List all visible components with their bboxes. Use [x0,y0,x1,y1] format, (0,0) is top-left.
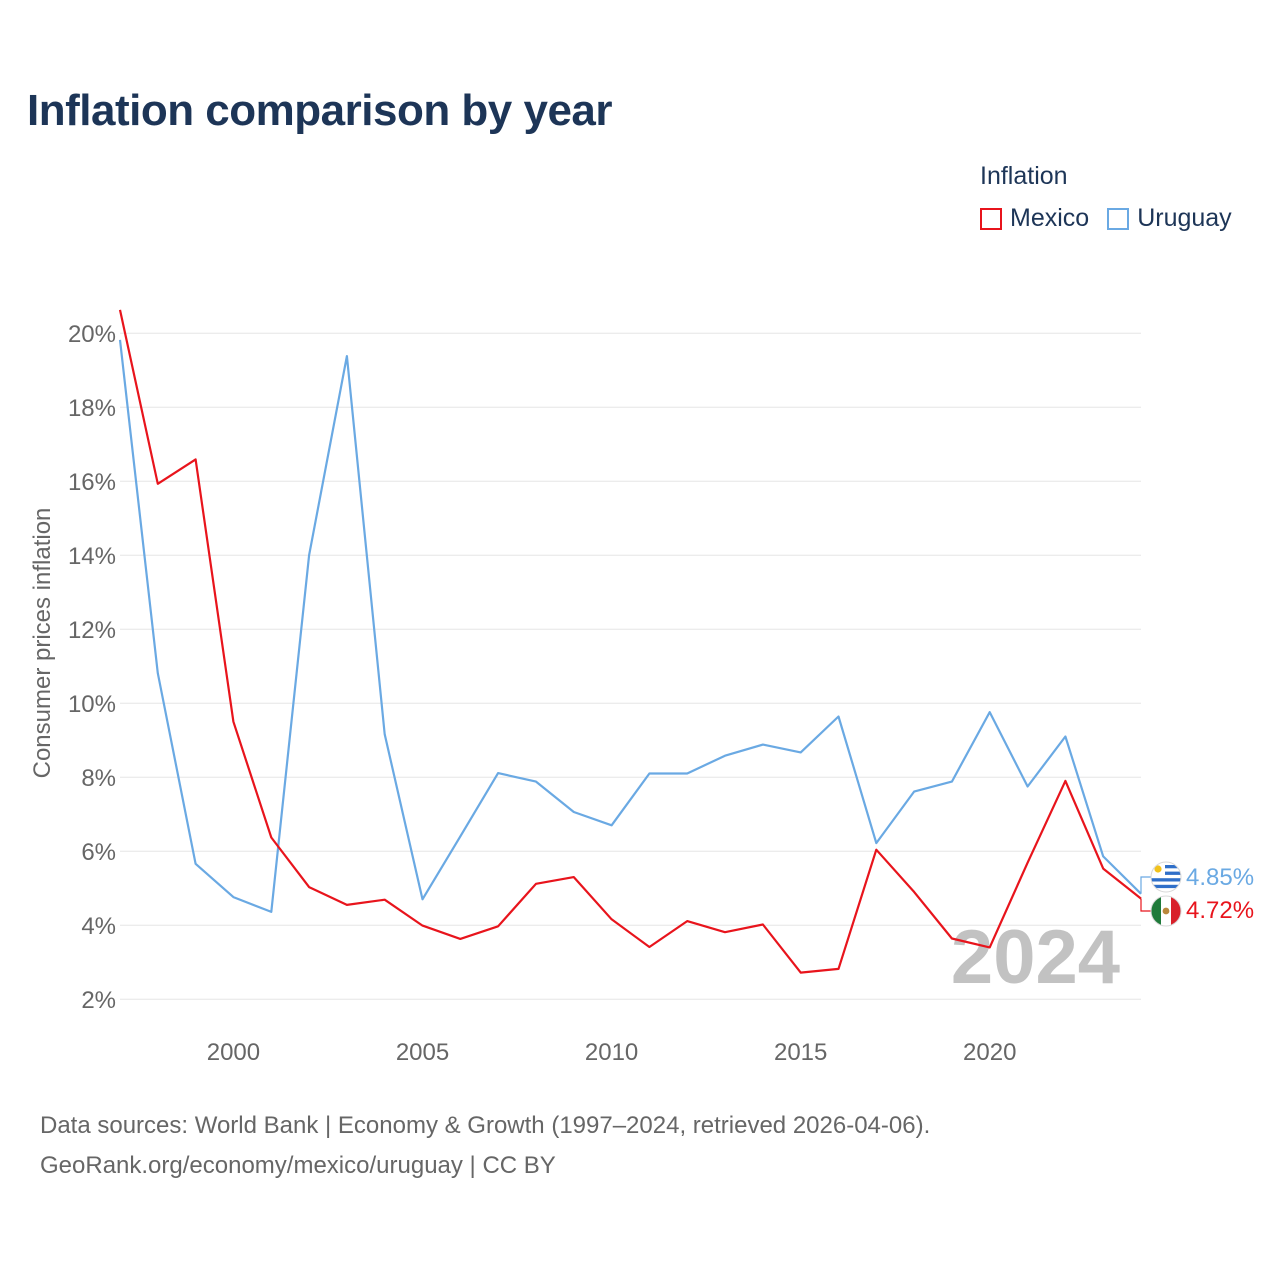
data-point-mexico[interactable] [380,895,390,905]
data-point-uruguay[interactable] [418,894,428,904]
data-point-uruguay[interactable] [644,769,654,779]
data-point-uruguay[interactable] [342,351,352,361]
data-point-mexico[interactable] [569,872,579,882]
data-point-uruguay[interactable] [1060,732,1070,742]
data-point-mexico[interactable] [1023,858,1033,868]
legend-label-uruguay: Uruguay [1137,204,1232,232]
uruguay-flag-icon [1150,861,1182,893]
data-point-mexico[interactable] [1098,864,1108,874]
data-points [115,305,1146,978]
data-point-uruguay[interactable] [909,787,919,797]
data-point-uruguay[interactable] [796,747,806,757]
series-lines [118,309,1142,974]
y-tick-label: 12% [68,617,116,644]
data-point-mexico[interactable] [266,833,276,843]
y-tick-label: 16% [68,469,116,496]
legend-title: Inflation [980,162,1068,190]
y-tick-label: 18% [68,395,116,422]
x-tick-label: 2010 [585,1039,638,1066]
chart-title: Inflation comparison by year [27,86,613,135]
data-point-mexico[interactable] [342,900,352,910]
uruguay-end-connector [1140,876,1151,894]
data-point-uruguay[interactable] [1098,851,1108,861]
data-point-mexico[interactable] [228,717,238,727]
data-point-uruguay[interactable] [1023,782,1033,792]
x-tick-label: 2000 [207,1039,260,1066]
data-point-uruguay[interactable] [266,907,276,917]
data-point-uruguay[interactable] [758,740,768,750]
data-point-uruguay[interactable] [985,707,995,717]
y-tick-label: 8% [81,765,116,792]
data-point-uruguay[interactable] [153,668,163,678]
data-point-uruguay[interactable] [115,335,125,345]
data-point-mexico[interactable] [115,305,125,315]
y-tick-label: 20% [68,321,116,348]
data-point-mexico[interactable] [153,479,163,489]
data-point-uruguay[interactable] [947,777,957,787]
mexico-end-value-label: 4.72% [1186,897,1254,924]
x-tick-label: 2020 [963,1039,1016,1066]
data-source-note: Data sources: World Bank | Economy & Gro… [40,1106,930,1186]
uruguay-end-value-label: 4.85% [1186,864,1254,891]
series-line-mexico [118,309,1142,974]
y-tick-label: 4% [81,913,116,940]
data-point-uruguay[interactable] [493,768,503,778]
data-point-mexico[interactable] [418,921,428,931]
data-point-mexico[interactable] [531,879,541,889]
data-point-mexico[interactable] [871,845,881,855]
y-axis-ticks: 2% 4% 6% 8% 10% 12% 14% 16% 18% 20% [68,321,116,1014]
data-point-mexico[interactable] [644,942,654,952]
year-watermark: 2024 [951,915,1120,1000]
y-tick-label: 14% [68,543,116,570]
data-point-mexico[interactable] [909,887,919,897]
legend-label-mexico: Mexico [1010,204,1090,232]
data-point-mexico[interactable] [796,968,806,978]
data-point-uruguay[interactable] [531,777,541,787]
data-point-uruguay[interactable] [380,729,390,739]
data-point-mexico[interactable] [834,964,844,974]
data-point-mexico[interactable] [720,927,730,937]
source-line-2[interactable]: GeoRank.org/economy/mexico/uruguay | CC … [40,1152,556,1179]
legend-swatch-mexico [980,207,1002,230]
data-point-uruguay[interactable] [682,769,692,779]
y-tick-label: 2% [81,987,116,1014]
legend-item-mexico[interactable]: Mexico [980,204,1089,233]
data-point-mexico[interactable] [493,921,503,931]
data-point-mexico[interactable] [1060,776,1070,786]
source-line-1: Data sources: World Bank | Economy & Gro… [40,1112,931,1139]
data-point-uruguay[interactable] [569,807,579,817]
legend-item-uruguay[interactable]: Uruguay [1107,204,1232,233]
grid-lines [120,332,1141,1000]
data-point-uruguay[interactable] [455,831,465,841]
data-point-mexico[interactable] [947,934,957,944]
x-tick-label: 2015 [774,1039,827,1066]
data-point-mexico[interactable] [607,914,617,924]
data-point-uruguay[interactable] [191,859,201,869]
data-point-mexico[interactable] [985,942,995,952]
legend: Mexico Uruguay [980,204,1250,233]
data-point-mexico[interactable] [191,454,201,464]
data-point-uruguay[interactable] [228,892,238,902]
legend-swatch-uruguay [1107,207,1130,230]
y-tick-label: 10% [68,691,116,718]
data-point-uruguay[interactable] [304,550,314,560]
data-point-mexico[interactable] [304,882,314,892]
data-point-mexico[interactable] [758,920,768,930]
data-point-uruguay[interactable] [834,712,844,722]
x-axis-ticks: 2000 2005 2010 2015 2020 [207,1039,1017,1066]
line-chart: 2024 2% 4% 6% 8% 10% 12% 14% 16% 18% 20% 2000 2005… [29,305,1254,1066]
data-point-mexico[interactable] [682,916,692,926]
data-point-mexico[interactable] [455,934,465,944]
mexico-end-connector [1140,898,1151,912]
series-line-uruguay [118,339,1142,914]
y-axis-label: Consumer prices inflation [29,508,56,779]
mexico-flag-icon [1150,895,1182,927]
x-tick-label: 2005 [396,1039,449,1066]
y-tick-label: 6% [81,839,116,866]
data-point-uruguay[interactable] [720,751,730,761]
data-point-uruguay[interactable] [607,820,617,830]
